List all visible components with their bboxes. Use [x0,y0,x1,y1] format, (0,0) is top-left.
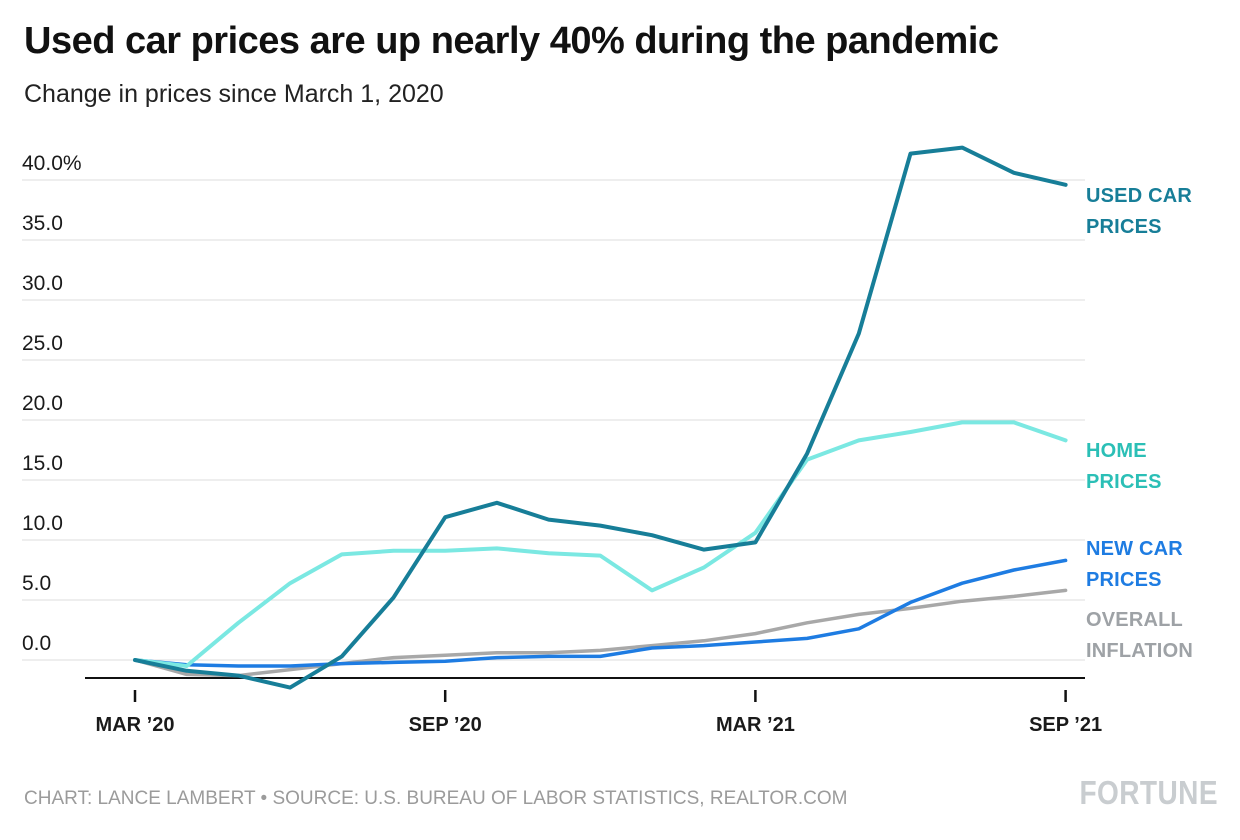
y-axis-label: 5.0 [22,572,52,595]
line-new-car-prices [133,558,1068,668]
x-axis-label: MAR ’21 [715,714,795,736]
source-credit: CHART: LANCE LAMBERT • SOURCE: U.S. BURE… [24,788,848,809]
y-axis-label: 35.0 [22,212,63,235]
x-axis-label: SEP ’21 [1029,714,1103,736]
chart-title: Used car prices are up nearly 40% during… [24,20,999,62]
x-axis-label: SEP ’20 [408,714,482,736]
series-label-line: PRICES [1086,471,1162,493]
series-label-overall-inflation: OVERALL INFLATION [1086,605,1238,667]
y-axis-label: 40.0% [22,152,82,175]
x-axis-label: MAR ’20 [95,714,175,736]
y-axis-label: 10.0 [22,512,63,535]
line-used-car-prices [133,145,1068,690]
y-axis-label: 30.0 [22,272,63,295]
series-label-line: PRICES [1086,216,1162,238]
chart-subtitle: Change in prices since March 1, 2020 [24,80,444,108]
series-label-home-prices: HOME PRICES [1086,436,1238,498]
y-axis-label: 0.0 [22,632,52,655]
fortune-logo: FORTUNE [1079,774,1218,811]
line-overall-inflation [133,588,1068,678]
series-label-line: PRICES [1086,569,1162,591]
series-label-line: HOME [1086,440,1147,462]
series-label-line: USED CAR [1086,185,1193,207]
series-label-line: OVERALL [1086,609,1183,631]
series-label-line: INFLATION [1086,640,1193,662]
series-label-used-car-prices: USED CAR PRICES [1086,181,1238,243]
y-axis-label: 20.0 [22,392,63,415]
series-label-line: NEW CAR [1086,538,1183,560]
y-axis-label: 25.0 [22,332,63,355]
series-label-new-car-prices: NEW CAR PRICES [1086,534,1238,596]
y-axis-label: 15.0 [22,452,63,475]
line-home-prices [133,420,1068,668]
